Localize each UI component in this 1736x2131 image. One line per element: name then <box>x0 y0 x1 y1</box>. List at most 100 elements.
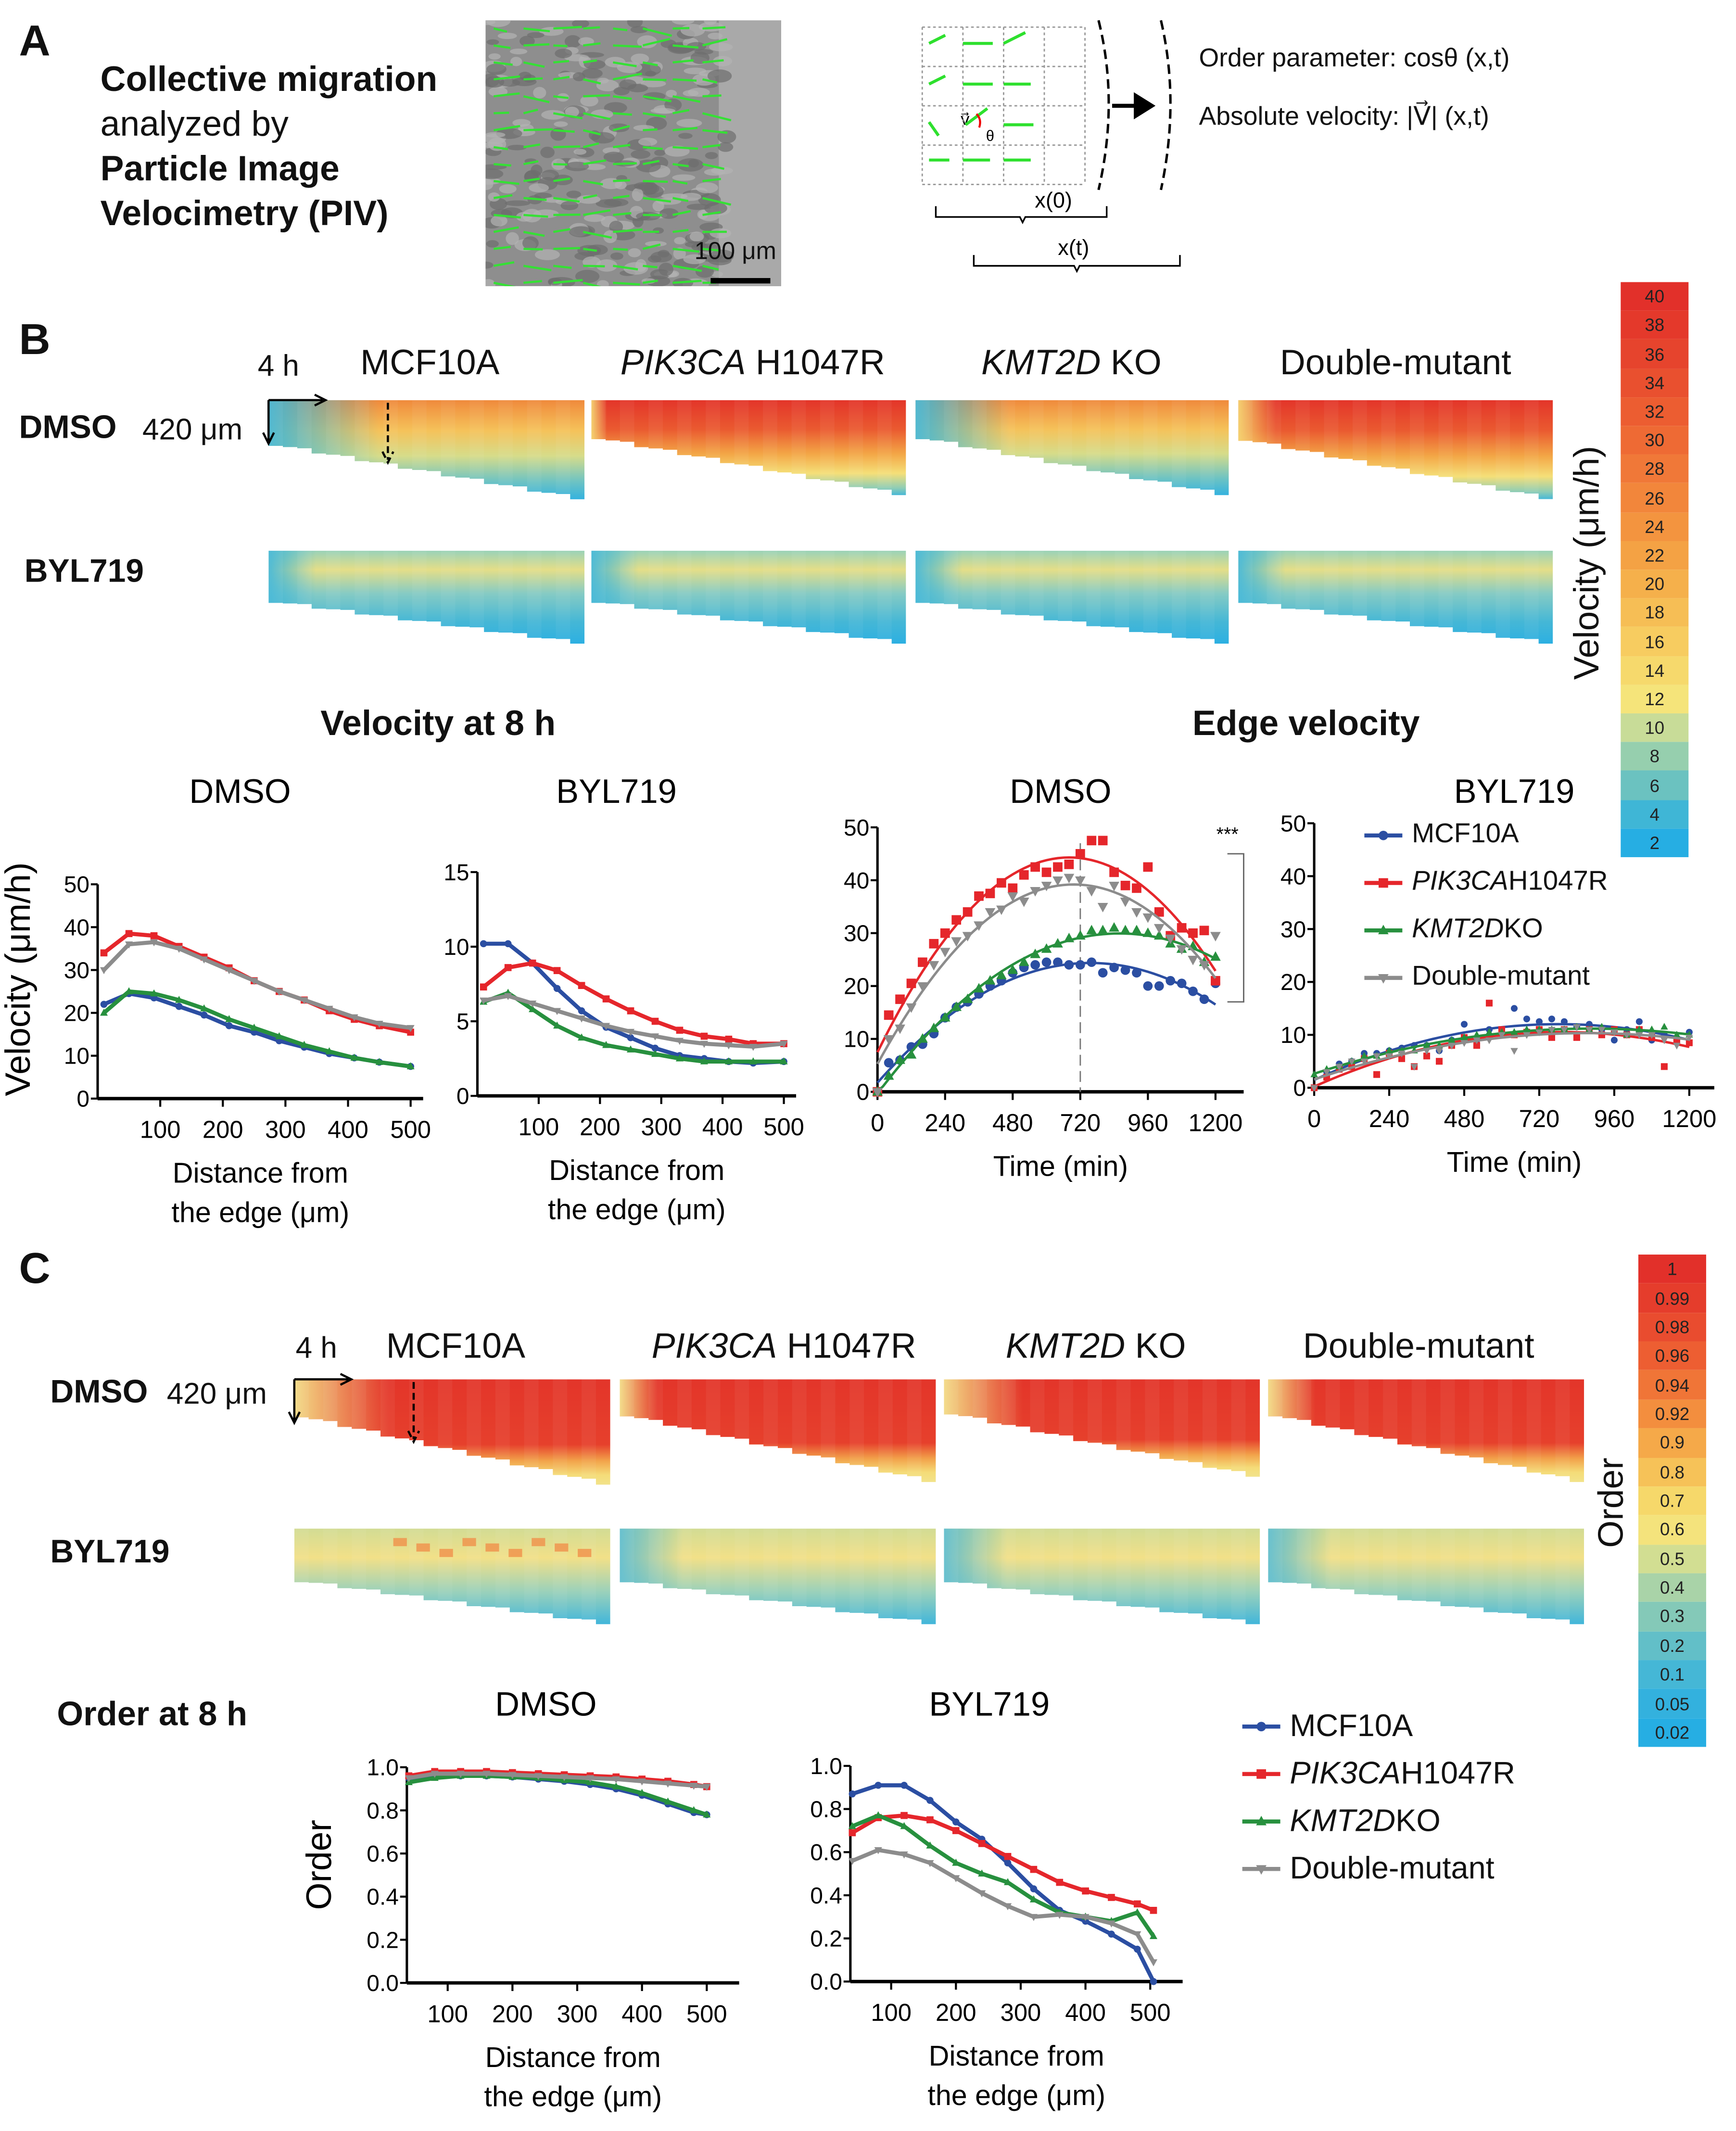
marker-square <box>1177 923 1187 933</box>
marker-square <box>1435 1058 1443 1065</box>
marker-circle <box>849 1790 856 1798</box>
series-2 <box>872 922 1221 1096</box>
series-0 <box>849 1782 1157 1985</box>
marker-circle <box>1132 968 1141 978</box>
series-3 <box>480 993 788 1051</box>
marker-square <box>906 978 916 989</box>
x-tick-label: 480 <box>992 1109 1033 1136</box>
marker-triangle-down <box>874 1847 882 1854</box>
marker-square <box>1004 1852 1012 1860</box>
marker-triangle-down <box>974 921 984 931</box>
x-tick-label: 1200 <box>1662 1105 1716 1132</box>
chart-title: DMSO <box>189 772 291 810</box>
marker-triangle-down <box>1086 887 1097 897</box>
title-line: Velocimetry (PIV) <box>100 192 389 233</box>
marker-circle <box>1134 1945 1141 1953</box>
chart-0: 100 200 300 400 500 0 10 20 30 40 50 DMSO Distance f… <box>0 772 431 1228</box>
marker-triangle-down <box>1188 955 1198 965</box>
x-tick-label: 720 <box>1060 1109 1101 1136</box>
marker-triangle-down <box>1623 1032 1631 1039</box>
x-tick-label: 200 <box>203 1116 243 1143</box>
x-tick-label: 500 <box>1130 1999 1171 2026</box>
marker-triangle-down <box>125 941 133 949</box>
section-title-velocity-8h: Velocity at 8 h <box>320 702 556 744</box>
y-tick-label: 1.0 <box>810 1754 842 1779</box>
marker-circle <box>1098 968 1108 978</box>
marker-triangle <box>1510 1028 1518 1035</box>
column-title-kmt2d: KMT2D KO <box>1006 1325 1186 1367</box>
legend-c: MCF10A PIK3CA H1047R KMT2D KO Double-mutant <box>1241 1702 1515 1892</box>
marker-triangle-down <box>1435 1048 1443 1055</box>
colorbar-cell: 0.96 <box>1638 1341 1706 1370</box>
col-text: Double-mutant <box>1280 342 1511 383</box>
column-title-double: Double-mutant <box>1303 1325 1534 1367</box>
marker-square <box>1685 1039 1693 1046</box>
significance-bracket <box>1227 853 1244 1003</box>
marker-triangle-down <box>1041 881 1052 891</box>
marker-triangle <box>1473 1030 1481 1038</box>
marker-circle <box>1523 1015 1531 1023</box>
series-1 <box>873 836 1220 1097</box>
marker-triangle <box>690 1806 698 1814</box>
colorbar-cell: 0.4 <box>1638 1573 1706 1602</box>
marker-triangle-down <box>375 1021 383 1028</box>
marker-triangle-down <box>225 967 233 975</box>
title-line: analyzed by <box>100 103 289 144</box>
marker-triangle-down <box>926 1860 934 1867</box>
marker-triangle <box>578 1033 586 1041</box>
marker-triangle <box>1360 1052 1368 1059</box>
marker-triangle-down <box>895 1024 905 1034</box>
heatmap-c-dmso-pik3ca <box>620 1379 936 1484</box>
series-line <box>851 1848 1155 1964</box>
colorbar-cell: 0.6 <box>1638 1515 1706 1545</box>
marker-square <box>676 1027 684 1034</box>
marker-square <box>125 930 133 938</box>
marker-square <box>1473 1042 1481 1049</box>
marker-square <box>1008 883 1018 893</box>
marker-triangle <box>175 996 183 1003</box>
axis-arrows-c <box>288 1373 420 1445</box>
marker-square <box>480 983 487 991</box>
x-axis-label: Time (min) <box>993 1150 1128 1182</box>
marker-circle <box>1108 1930 1115 1938</box>
panel-a-title: Collective migration analyzed by Particl… <box>101 57 438 236</box>
y-tick-label: 0.4 <box>810 1883 842 1909</box>
marker-triangle-down <box>1548 1027 1556 1034</box>
chart-title: BYL719 <box>556 772 677 810</box>
series-3 <box>100 939 415 1032</box>
marker-circle <box>874 1782 882 1789</box>
marker-triangle-down <box>1535 1029 1543 1037</box>
marker-triangle <box>1018 956 1029 966</box>
colorbar-cell: 22 <box>1621 541 1689 570</box>
colorbar-cell: 34 <box>1621 368 1689 397</box>
marker-square <box>1120 880 1130 890</box>
marker-triangle-down <box>1149 1959 1158 1966</box>
edge-t0 <box>1097 20 1110 190</box>
marker-square <box>963 907 973 917</box>
series-3 <box>848 1847 1158 1966</box>
marker-triangle-down <box>150 939 158 947</box>
x-tick-label: 200 <box>580 1113 621 1141</box>
marker-triangle-down <box>508 1772 517 1779</box>
marker-triangle-down <box>1610 1029 1618 1037</box>
x-tick-label: 300 <box>1001 1999 1041 2026</box>
marker-square <box>1075 849 1085 859</box>
marker-triangle <box>375 1058 383 1065</box>
y-tick-label: 20 <box>1280 970 1306 995</box>
marker-triangle <box>1097 925 1108 935</box>
marker-square <box>1056 1878 1064 1886</box>
panel-a-label: A <box>19 16 51 65</box>
marker-circle <box>480 940 487 948</box>
marker-triangle <box>651 1050 659 1057</box>
legend-swatch <box>1242 1721 1280 1731</box>
legend-italic: KMT2D <box>1412 914 1504 944</box>
colorbar-cell: 8 <box>1621 742 1689 771</box>
x-tick-label: 100 <box>871 1999 912 2026</box>
marker-square <box>1109 867 1119 877</box>
marker-square <box>974 891 984 901</box>
marker-triangle <box>675 1054 684 1062</box>
marker-circle <box>1109 963 1119 973</box>
marker-square <box>940 928 950 938</box>
y-tick-label: 0.0 <box>810 1969 842 1995</box>
y-tick-label: 50 <box>1280 811 1306 837</box>
